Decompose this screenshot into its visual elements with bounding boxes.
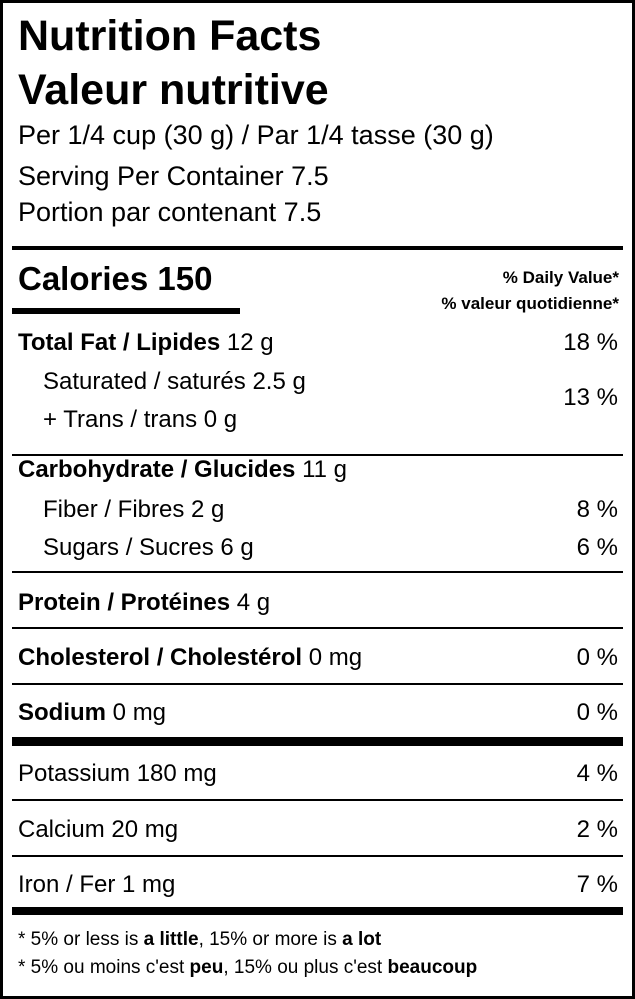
nutrient-name: Potassium 180 mg — [18, 760, 217, 787]
nutrient-row-sugars: Sugars / Sucres 6 g 6 % — [43, 531, 618, 565]
nutrient-name: Total Fat / Lipides — [18, 329, 221, 356]
nutrient-name: Sugars / Sucres 6 g — [43, 534, 254, 561]
footnote-emphasis: a little — [143, 929, 199, 950]
footnote-text: , 15% or more is — [198, 929, 343, 950]
divider — [12, 454, 623, 456]
servings-fr: Portion par contenant 7.5 — [18, 197, 322, 227]
nutrient-name: Cholesterol / Cholestérol — [18, 644, 303, 671]
nutrient-amount: 11 g — [302, 456, 348, 483]
nutrient-row-calcium: Calcium 20 mg 2 % — [18, 813, 618, 847]
saturated-trans-daily-value: 13 % — [563, 384, 618, 411]
nutrient-name: Saturated / saturés 2.5 g — [43, 368, 306, 395]
footnote-fr: * 5% ou moins c'est peu, 15% ou plus c'e… — [18, 957, 477, 979]
nutrient-row-potassium: Potassium 180 mg 4 % — [18, 757, 618, 791]
daily-value: 7 % — [576, 871, 618, 898]
nutrient-amount: 0 mg — [308, 644, 363, 671]
footnote-text: * 5% ou moins c'est — [18, 957, 190, 978]
servings-en: Serving Per Container 7.5 — [18, 161, 329, 191]
nutrient-amount: 12 g — [226, 329, 274, 356]
daily-value: 0 % — [576, 699, 618, 726]
title-fr: Valeur nutritive — [18, 66, 329, 114]
nutrient-name: Iron / Fer 1 mg — [18, 871, 176, 898]
footnote-emphasis: peu — [189, 957, 224, 978]
serving-size: Per 1/4 cup (30 g) / Par 1/4 tasse (30 g… — [18, 120, 494, 150]
divider — [12, 683, 623, 685]
nutrient-row-carbohydrate: Carbohydrate / Glucides 11 g — [18, 453, 618, 487]
nutrient-row-fiber: Fiber / Fibres 2 g 8 % — [43, 493, 618, 527]
nutrient-name: Fiber / Fibres 2 g — [43, 496, 225, 523]
daily-value: 0 % — [576, 644, 618, 671]
footnote-text: , 15% ou plus c'est — [223, 957, 388, 978]
nutrient-name: + Trans / trans 0 g — [43, 406, 238, 433]
nutrient-amount: 4 g — [236, 589, 271, 616]
calories-underline — [12, 308, 240, 314]
daily-value-en: % Daily Value* — [502, 268, 619, 287]
thick-divider — [12, 246, 623, 250]
nutrient-row-cholesterol: Cholesterol / Cholestérol 0 mg 0 % — [18, 641, 618, 675]
nutrient-row-fat: Total Fat / Lipides 12 g 18 % — [18, 326, 618, 360]
nutrient-row-sodium: Sodium 0 mg 0 % — [18, 696, 618, 730]
title-en: Nutrition Facts — [18, 12, 322, 60]
calories: Calories 150 — [18, 260, 213, 297]
nutrient-row-protein: Protein / Protéines 4 g — [18, 586, 618, 620]
footnote-emphasis: beaucoup — [387, 957, 478, 978]
footnote-emphasis: a lot — [342, 929, 382, 950]
divider — [12, 627, 623, 629]
divider — [12, 799, 623, 801]
nutrient-row-trans: + Trans / trans 0 g — [43, 403, 618, 437]
nutrient-name: Sodium — [18, 699, 106, 726]
daily-value: 4 % — [576, 760, 618, 787]
footnote-text: * 5% or less is — [18, 929, 144, 950]
thick-divider — [12, 907, 623, 915]
nutrient-name: Protein / Protéines — [18, 589, 231, 616]
daily-value: 6 % — [576, 534, 618, 561]
daily-value-fr: % valeur quotidienne* — [441, 294, 619, 313]
divider — [12, 571, 623, 573]
nutrient-row-iron: Iron / Fer 1 mg 7 % — [18, 868, 618, 902]
footnote-en: * 5% or less is a little, 15% or more is… — [18, 929, 381, 951]
thick-divider — [12, 737, 623, 746]
nutrient-name: Calcium 20 mg — [18, 816, 179, 843]
daily-value: 2 % — [576, 816, 618, 843]
nutrient-name: Carbohydrate / Glucides — [18, 456, 296, 483]
daily-value: 8 % — [576, 496, 618, 523]
divider — [12, 855, 623, 857]
nutrient-amount: 0 mg — [112, 699, 167, 726]
nutrient-row-saturated: Saturated / saturés 2.5 g — [43, 365, 618, 399]
daily-value: 18 % — [563, 329, 618, 356]
